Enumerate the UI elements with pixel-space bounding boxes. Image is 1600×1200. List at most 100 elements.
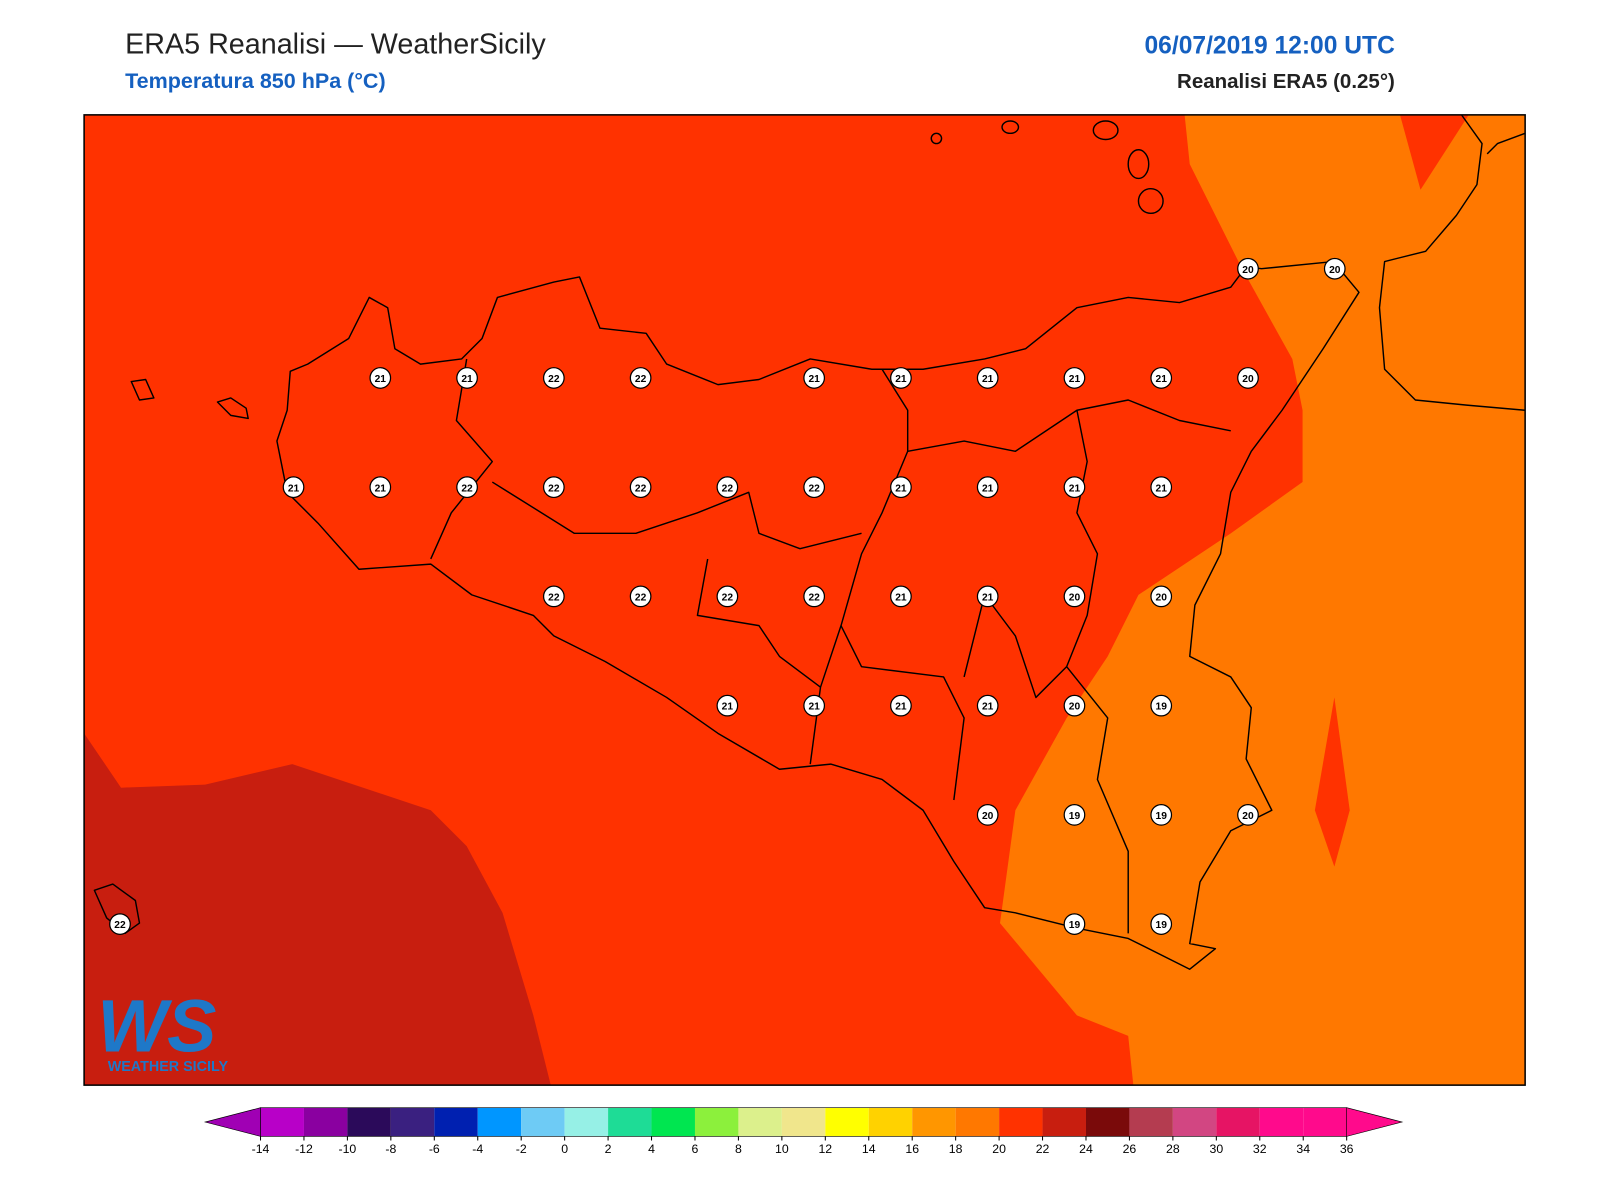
colorbar-tick-label: 4 [648,1142,655,1156]
station-value: 19 [1156,920,1168,931]
station-marker [1063,476,1086,499]
map-area [83,114,1526,1086]
colorbar-tick-label: -10 [339,1142,357,1156]
colorbar-tick-label: -2 [516,1142,527,1156]
station-marker [1150,585,1173,608]
colorbar-segment [912,1107,956,1137]
station-value: 22 [461,483,473,494]
station-marker [1237,257,1259,280]
calabria-coast [1486,132,1526,155]
colorbar-segment [564,1107,609,1137]
station-value: 19 [1069,811,1081,822]
station-marker [716,585,739,608]
colorbar-segment [1259,1107,1304,1137]
island [1137,187,1164,215]
title: ERA5 Reanalisi — WeatherSicily [125,28,546,60]
colorbar-tick-label: 24 [1079,1142,1093,1156]
station-marker [1063,913,1086,935]
station-value: 21 [895,483,907,494]
station-value: 21 [1156,483,1168,494]
calabria-coast [1378,114,1526,411]
zone-22-24 [84,733,551,1086]
map-frame [83,114,1526,1086]
station-marker [109,913,131,935]
station-marker [716,476,739,499]
colorbar-tick-label: 18 [949,1142,963,1156]
colorbar-tick-label: 34 [1296,1142,1310,1156]
station-marker [890,367,912,389]
island [1127,149,1150,180]
station-marker [976,585,999,608]
colorbar-segment [1216,1107,1260,1137]
island [1001,120,1020,135]
station-marker [456,367,478,389]
colorbar-segment [955,1107,1000,1137]
station-marker [369,476,392,499]
colorbar-segment [999,1107,1043,1137]
station-value: 20 [982,811,994,822]
colorbar-tick-label: 12 [818,1142,832,1156]
station-value: 21 [288,483,300,494]
station-value: 22 [722,483,734,494]
station-value: 20 [1329,265,1341,276]
province-border [430,358,494,560]
zone-20-22 [1314,697,1350,867]
station-value: 19 [1156,702,1168,713]
station-value: 22 [635,483,647,494]
colorbar-segment [434,1107,478,1137]
colorbar-tick-label: 2 [605,1142,612,1156]
colorbar-tick-label: 26 [1123,1142,1137,1156]
station-value: 21 [808,702,820,713]
station-marker [369,367,392,389]
station-marker [1237,367,1259,389]
station-marker [1150,913,1173,935]
colorbar-tick-label: 16 [905,1142,919,1156]
colorbar-tick-label: -4 [472,1142,483,1156]
colorbar-segment [260,1107,304,1137]
station-marker [1237,803,1259,826]
colorbar-segment [390,1107,435,1137]
station-value: 21 [982,374,994,385]
station-marker [1150,476,1173,499]
logo: WS WEATHER SICILY [97,984,228,1074]
station-value: 20 [1069,702,1081,713]
colorbar-tick-label: -8 [385,1142,396,1156]
colorbar-tick-label: 8 [735,1142,742,1156]
colorbar-segment [608,1107,652,1137]
logo-text: WEATHER SICILY [108,1059,229,1075]
station-value: 21 [722,702,734,713]
colorbar-tick-label: -14 [252,1142,270,1156]
colorbar-segment [303,1107,348,1137]
province-border [809,368,909,765]
colorbar-tick-label: 6 [692,1142,699,1156]
station-marker [976,367,999,389]
colorbar-segment [1042,1107,1086,1137]
station-value: 21 [1156,374,1168,385]
station-value: 22 [808,593,820,604]
station-marker [1150,367,1173,389]
station-value: 21 [895,374,907,385]
station-marker [803,694,826,717]
province-border [696,558,821,688]
station-value: 20 [1242,265,1254,276]
colorbar-segment [521,1107,565,1137]
colorbar-tick-label: 36 [1340,1142,1354,1156]
island [1092,120,1119,141]
station-marker [890,476,912,499]
station-marker [282,476,305,499]
station-marker [803,585,826,608]
station-marker [803,476,826,499]
station-value: 21 [895,702,907,713]
station-value: 22 [808,483,820,494]
station-value: 22 [548,374,560,385]
station-value: 21 [375,374,387,385]
colorbar-frame [260,1107,1347,1137]
colorbar-under [203,1107,261,1137]
colorbar-tick-label: -6 [429,1142,440,1156]
station-marker [1150,694,1173,717]
station-marker [542,585,565,608]
island [130,378,155,401]
logo-mark: WS [97,984,216,1067]
station-marker [1063,803,1086,826]
